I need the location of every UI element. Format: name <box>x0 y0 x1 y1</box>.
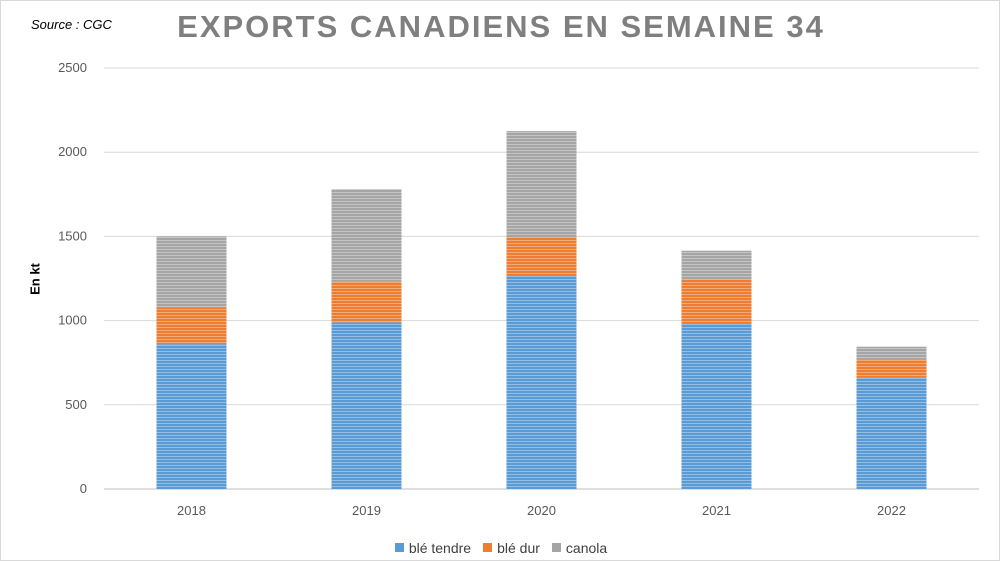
legend-swatch <box>394 543 404 552</box>
bar-texture <box>681 323 752 489</box>
bar-texture <box>156 344 227 489</box>
bar-texture <box>506 275 577 489</box>
legend-label: blé dur <box>497 539 540 556</box>
legend-swatch <box>551 543 561 552</box>
y-tick-label: 1000 <box>58 313 87 328</box>
bar-texture <box>156 307 227 345</box>
legend-swatch <box>483 543 493 552</box>
source-note: Source : CGC <box>31 17 112 32</box>
bar-texture <box>156 236 227 308</box>
legend-label: blé tendre <box>408 539 472 556</box>
x-tick-label: 2020 <box>527 503 556 518</box>
y-tick-label: 2500 <box>58 60 87 75</box>
bar-texture <box>856 359 927 378</box>
bar-texture <box>681 250 752 280</box>
legend-item: blé tendre <box>394 539 472 556</box>
x-tick-label: 2019 <box>352 503 381 518</box>
chart-title: EXPORTS CANADIENS EN SEMAINE 34 <box>177 9 825 44</box>
y-tick-label: 500 <box>65 397 87 412</box>
x-tick-label: 2022 <box>877 503 906 518</box>
legend: blé tendre blé dur canola <box>1 539 1000 556</box>
bar-texture <box>331 189 402 282</box>
legend-item: canola <box>551 539 608 556</box>
x-tick-label: 2021 <box>702 503 731 518</box>
y-tick-label: 2000 <box>58 144 87 159</box>
x-tick-label: 2018 <box>177 503 206 518</box>
y-tick-label: 0 <box>80 481 87 496</box>
bar-texture <box>506 237 577 276</box>
legend-label: canola <box>565 539 608 556</box>
bar-texture <box>681 279 752 324</box>
legend-item: blé dur <box>483 540 540 556</box>
bar-texture <box>331 281 402 323</box>
bar-texture <box>856 377 927 489</box>
y-tick-label: 1500 <box>58 228 87 243</box>
bar-texture <box>331 322 402 489</box>
bar-texture <box>506 131 577 238</box>
bar-texture <box>856 346 927 360</box>
